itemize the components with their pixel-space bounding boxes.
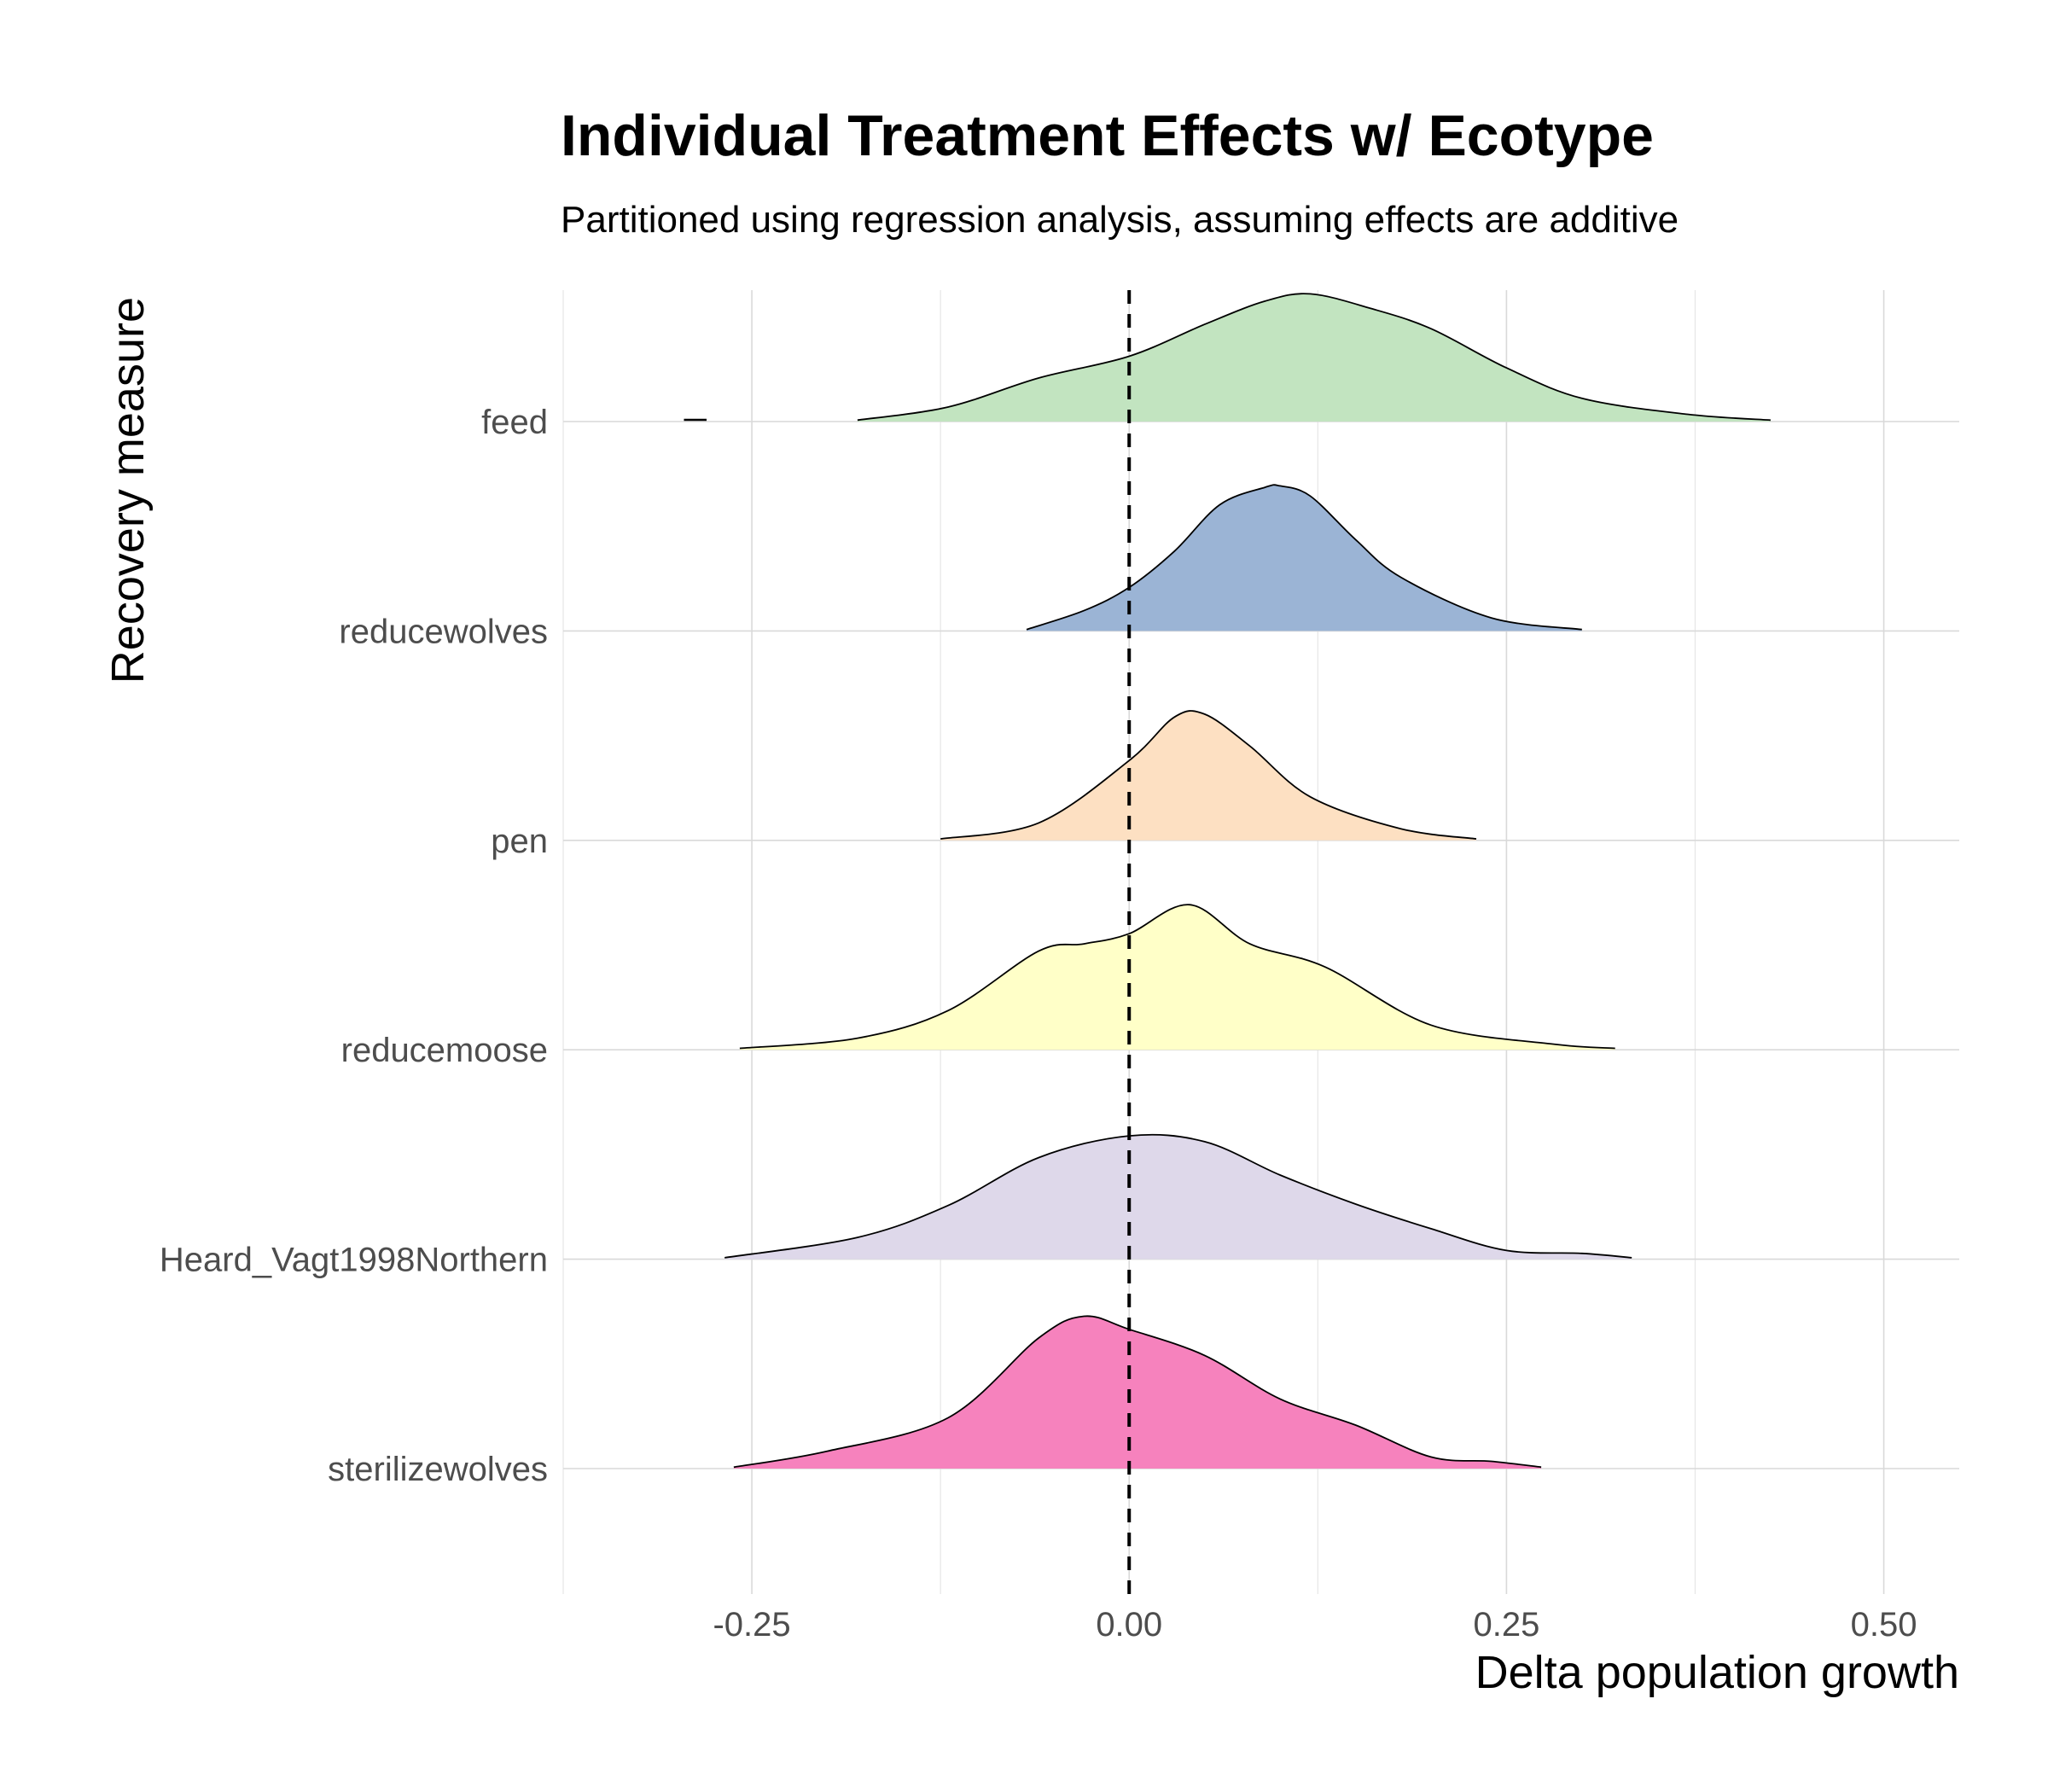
x-axis-title: Delta population growth [1475,1647,1959,1698]
ridge-pen [940,710,1477,841]
ridge-fill [940,710,1476,841]
y-tick-label: reducemoose [341,1032,548,1069]
ridge-outline [857,293,1771,422]
ridge-fill [739,905,1615,1050]
y-tick-label: feed [481,404,548,441]
y-axis-title: Recovery measure [102,297,154,684]
x-tick-label: -0.25 [713,1606,790,1644]
ridges [684,293,1771,1469]
ridge-feed [684,293,1771,422]
chart-subtitle: Partitioned using regression analysis, a… [561,199,1679,241]
ridge-reducemoose [739,904,1615,1050]
y-tick-label: reducewolves [339,613,548,650]
x-tick-label: 0.50 [1851,1606,1917,1644]
ridge-fill [724,1134,1632,1260]
y-axis-tick-labels: feed reducewolves pen reducemoose Heard_Vagt… [160,404,548,1488]
x-tick-label: 0.25 [1473,1606,1539,1644]
y-tick-label: Heard_Vagt1998Northern [160,1242,548,1279]
ridge-outline [940,710,1477,840]
ridge-outline [733,1315,1542,1469]
ridge-fill [733,1316,1542,1469]
chart-title: Individual Treatment Effects w/ Ecotype [561,103,1654,168]
ridge-fill [1027,485,1582,631]
ridge-sterilizewolves [733,1315,1542,1469]
ridge-reducewolves [1026,484,1582,631]
x-tick-label: 0.00 [1096,1606,1162,1644]
ridge-fill [857,294,1771,422]
ridge-heard-vagt1998northern [724,1133,1632,1260]
ridge-outline [724,1133,1632,1259]
x-axis-tick-labels: -0.25 0.00 0.25 0.50 [713,1606,1917,1644]
y-tick-label: sterilizewolves [328,1451,548,1488]
y-tick-label: pen [491,823,548,860]
ridge-outline [739,904,1615,1050]
